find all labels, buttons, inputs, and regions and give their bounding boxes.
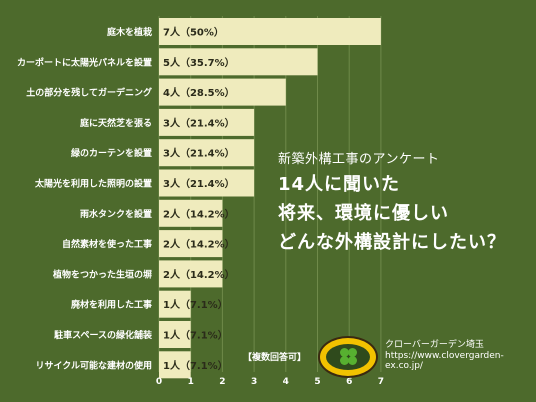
x-tick-label: 1 bbox=[188, 377, 194, 387]
bar bbox=[159, 48, 318, 76]
bar bbox=[159, 139, 255, 167]
category-label: 太陽光を利用した照明の設置 bbox=[34, 178, 152, 190]
data-label: 2人（14.2%） bbox=[163, 268, 235, 281]
category-label: 緑のカーテンを設置 bbox=[71, 147, 152, 159]
category-label: 土の部分を残してガーデニング bbox=[26, 87, 152, 99]
bar bbox=[159, 351, 191, 379]
data-label: 1人（7.1%） bbox=[163, 359, 228, 372]
data-label: 1人（7.1%） bbox=[163, 329, 228, 342]
x-tick-label: 2 bbox=[219, 377, 225, 387]
category-label: 雨水タンクを設置 bbox=[80, 208, 152, 220]
clover-garden-logo-icon bbox=[318, 336, 378, 378]
bar bbox=[159, 169, 255, 197]
category-label: 庭木を植栽 bbox=[107, 26, 152, 38]
bar bbox=[159, 18, 381, 45]
bar bbox=[159, 78, 286, 106]
data-label: 7人（50%） bbox=[163, 26, 224, 39]
company-url: https://www.clovergarden-ex.co.jp/ bbox=[385, 351, 504, 371]
x-tick-label: 6 bbox=[346, 377, 352, 387]
data-label: 2人（14.2%） bbox=[163, 207, 235, 220]
data-label: 3人（21.4%） bbox=[163, 147, 235, 160]
category-label: 駐車スペースの緑化舗装 bbox=[54, 329, 153, 341]
category-label: カーポートに太陽光パネルを設置 bbox=[17, 56, 152, 68]
x-tick-label: 3 bbox=[251, 377, 257, 387]
x-tick-label: 4 bbox=[283, 377, 289, 387]
category-label: 庭に天然芝を張る bbox=[80, 117, 152, 129]
x-tick-label: 0 bbox=[156, 377, 162, 387]
headline-line-2: 将来、環境に優しい bbox=[278, 203, 449, 224]
category-label: 廃材を利用した工事 bbox=[71, 299, 152, 311]
data-label: 3人（21.4%） bbox=[163, 177, 235, 190]
headline-line-3: どんな外構設計にしたい？ bbox=[278, 232, 506, 253]
bar bbox=[159, 260, 223, 288]
data-label: 3人（21.4%） bbox=[163, 116, 235, 129]
category-label: リサイクル可能な建材の使用 bbox=[35, 359, 152, 371]
x-tick-label: 7 bbox=[378, 377, 384, 387]
data-label: 5人（35.7%） bbox=[163, 56, 235, 69]
bar bbox=[159, 290, 191, 318]
company-name: クローバーガーデン埼玉 bbox=[385, 340, 484, 350]
bar bbox=[159, 199, 223, 227]
category-label: 自然素材を使った工事 bbox=[62, 238, 152, 250]
multiple-answer-note: 【複数回答可】 bbox=[243, 353, 307, 363]
headline-line-1: 14人に聞いた bbox=[278, 174, 401, 195]
bar bbox=[159, 230, 223, 258]
bar bbox=[159, 108, 255, 136]
bar bbox=[159, 321, 191, 348]
data-label: 4人（28.5%） bbox=[163, 86, 235, 99]
data-label: 2人（14.2%） bbox=[163, 238, 235, 251]
survey-subtitle: 新築外構工事のアンケート bbox=[278, 152, 440, 167]
data-label: 1人（7.1%） bbox=[163, 298, 228, 311]
category-label: 植物をつかった生垣の塀 bbox=[52, 268, 152, 280]
x-tick-label: 5 bbox=[314, 377, 320, 387]
